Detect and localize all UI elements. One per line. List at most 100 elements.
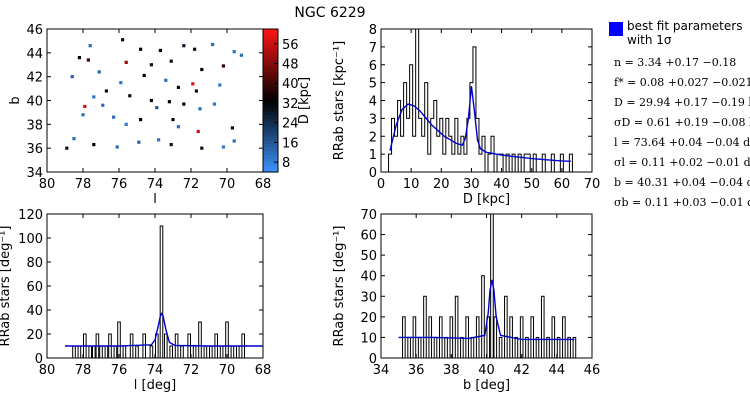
- colorbar-segment-36: [263, 39, 278, 44]
- colorbar-segment-27: [263, 71, 278, 77]
- scatter-point-48: [169, 142, 173, 147]
- scatter-point-34: [81, 113, 85, 117]
- scatter-point-15: [142, 73, 146, 78]
- scatter-point-8: [77, 56, 81, 60]
- p3-hist-bar-25: [530, 316, 535, 358]
- p3-hist-bar-11: [460, 336, 464, 358]
- p2-hist-bar-24: [198, 321, 202, 358]
- colorbar-segment-38: [263, 32, 278, 37]
- p2-fit-line: [65, 312, 263, 347]
- p3-hist-bar-28: [546, 336, 550, 358]
- colorbar-segment-19: [263, 100, 278, 105]
- colorbar-tick-label-0: 8: [282, 156, 290, 171]
- colorbar-tick-label-6: 56: [282, 38, 299, 53]
- p3-hist-bar-27: [540, 295, 545, 358]
- p3-ytick-label-0: 0: [369, 352, 377, 367]
- p2-hist-bar-13: [135, 345, 139, 358]
- scatter-point-39: [176, 125, 180, 129]
- colorbar-segment-17: [263, 107, 278, 112]
- colorbar-segment-1: [263, 164, 278, 170]
- colorbar-segment-13: [263, 121, 278, 127]
- colorbar-segment-16: [263, 111, 278, 116]
- scatter-point-13: [221, 64, 225, 68]
- colorbar-segment-22: [263, 89, 278, 94]
- scatter-point-26: [128, 94, 132, 98]
- p3-xtick-label-4: 42: [513, 363, 530, 378]
- p2-hist-bar-19: [169, 345, 173, 358]
- p3-hist-bar-30: [556, 336, 561, 358]
- p2-hist-bar-1: [77, 345, 82, 358]
- p1-fit-line: [389, 86, 571, 162]
- p3-ytick-label-6: 60: [360, 229, 377, 244]
- colorbar-label: D [kpc]: [297, 77, 312, 124]
- scatter-point-0: [88, 44, 92, 48]
- colorbar-segment-30: [263, 61, 278, 66]
- scatter-point-30: [182, 102, 186, 106]
- p2-hist-bar-18: [164, 333, 168, 358]
- scatter-point-5: [193, 47, 197, 51]
- p1-ytick-label-5: 5: [369, 77, 377, 92]
- legend-param-sigmaD: σD = 0.61 +0.19 −0.08 kpc: [614, 116, 750, 129]
- p3-ytick-label-4: 40: [360, 270, 377, 285]
- p1-ytick-label-6: 6: [369, 59, 377, 74]
- p2-hist-bar-4: [92, 345, 96, 358]
- scatter-point-36: [124, 122, 128, 126]
- colorbar-tick-label-1: 16: [282, 136, 299, 151]
- scatter-point-35: [112, 115, 116, 119]
- p0-xtick-label-4: 72: [183, 177, 200, 192]
- scatter-point-51: [232, 139, 236, 143]
- p3-hist-bar-33: [572, 336, 577, 358]
- colorbar-tick-label-4: 40: [282, 77, 299, 92]
- p3-hist-bar-19: [498, 336, 503, 358]
- p2-ylabel: RRab stars [deg⁻¹]: [0, 226, 13, 347]
- p2-plot-area: [65, 225, 263, 358]
- p1-ytick-label-0: 0: [369, 166, 377, 181]
- p1-xtick-label-2: 20: [433, 177, 450, 192]
- p2-ytick-label-4: 80: [26, 256, 43, 271]
- colorbar-segment-10: [263, 132, 278, 137]
- colorbar-segment-21: [263, 93, 278, 98]
- p0-ylabel: b: [8, 96, 23, 104]
- colorbar-segment-12: [263, 125, 278, 130]
- legend-param-sigmal: σl = 0.11 +0.02 −0.01 deg: [614, 156, 750, 169]
- p2-hist-bar-26: [209, 345, 213, 358]
- p1-ylabel: RRab stars [kpc⁻¹]: [332, 41, 347, 160]
- colorbar-segment-2: [263, 161, 278, 166]
- p2-hist-bar-10: [117, 321, 121, 358]
- p2-xtick-label-0: 80: [39, 363, 56, 378]
- p0-xtick-label-6: 68: [255, 177, 272, 192]
- p3-ylabel: RRab stars [deg⁻¹]: [332, 226, 347, 347]
- colorbar-segment-6: [263, 146, 278, 152]
- p2-hist-bar-21: [180, 345, 184, 358]
- p2-hist-bar-3: [88, 345, 93, 358]
- scatter-point-24: [92, 95, 96, 99]
- scatter-point-11: [169, 59, 173, 63]
- colorbar-segment-14: [263, 118, 278, 123]
- p0-xlabel: l: [153, 192, 157, 207]
- scatter-point-7: [232, 50, 236, 54]
- colorbar-segment-8: [263, 139, 278, 144]
- scatter-point-52: [239, 53, 243, 57]
- p0-xtick-label-3: 74: [147, 177, 164, 192]
- p3-hist-bar-31: [562, 316, 566, 358]
- p2-ytick-label-0: 0: [35, 352, 43, 367]
- p0-ytick-label-1: 36: [26, 142, 43, 157]
- colorbar-segment-34: [263, 46, 278, 52]
- p3-hist-bar-3: [417, 336, 422, 358]
- p1-xtick-label-0: 0: [377, 177, 385, 192]
- p3-hist-bar-26: [535, 336, 540, 358]
- p3-hist-bar-4: [423, 295, 427, 358]
- colorbar-segment-0: [263, 168, 278, 173]
- colorbar-segment-23: [263, 86, 278, 91]
- p2-hist-bar-6: [99, 345, 103, 358]
- p2-ytick-label-2: 40: [26, 304, 43, 319]
- p3-xtick-label-1: 36: [408, 363, 425, 378]
- p0-ytick-label-0: 34: [26, 166, 43, 181]
- p3-xlabel: b [deg]: [463, 378, 510, 393]
- scatter-point-37: [139, 117, 143, 122]
- p3-hist-bar-20: [504, 295, 508, 358]
- p0-xtick-label-2: 76: [111, 177, 128, 192]
- colorbar-segment-25: [263, 79, 278, 84]
- p2-xtick-label-3: 74: [147, 363, 164, 378]
